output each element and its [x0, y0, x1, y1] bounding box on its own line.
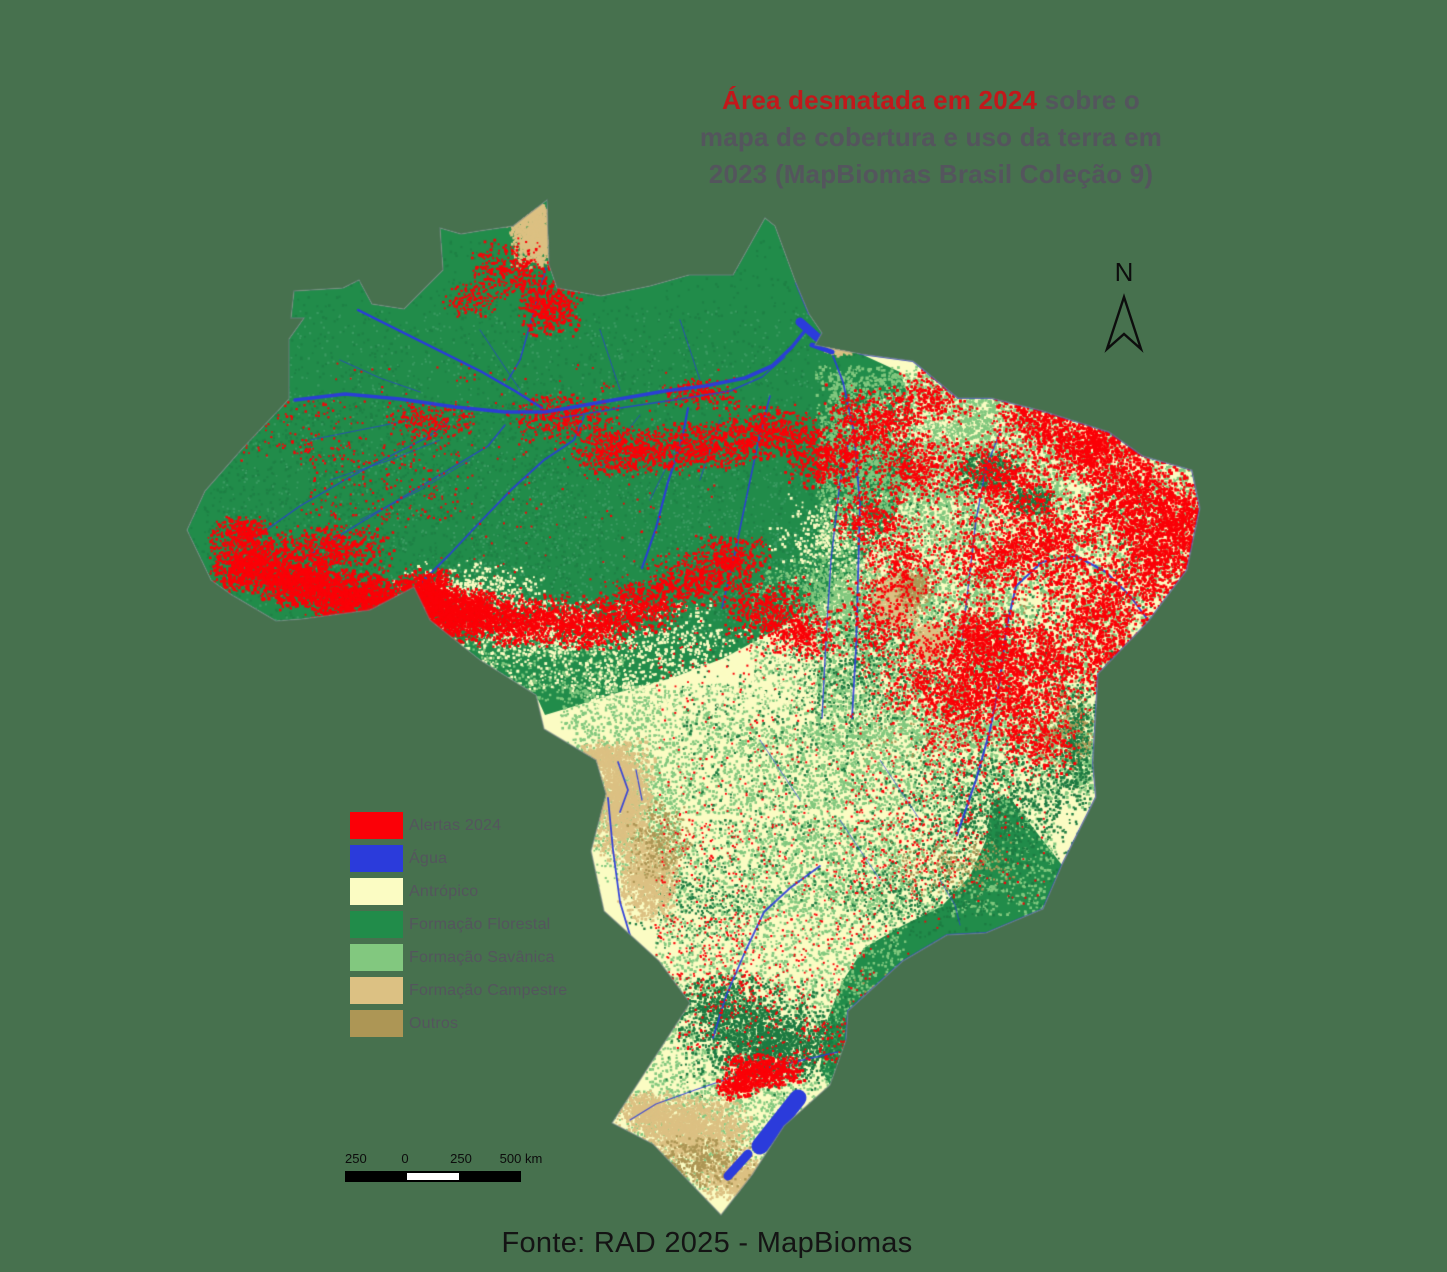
scale-bar-segment — [345, 1171, 405, 1182]
legend-item-alertas: Alertas 2024 — [350, 812, 567, 839]
legend-label: Água — [409, 849, 448, 867]
legend-label: Formação Campestre — [409, 981, 568, 999]
north-arrow: N — [1100, 258, 1148, 354]
legend-label: Formação Savânica — [409, 948, 555, 966]
legend-item-campestre: Formação Campestre — [350, 977, 567, 1004]
title-highlight: Área desmatada em 2024 — [722, 85, 1038, 115]
legend-swatch-campestre — [350, 977, 403, 1004]
legend-label: Alertas 2024 — [409, 816, 502, 834]
legend-item-agua: Água — [350, 845, 567, 872]
legend-label: Antrópico — [409, 882, 479, 900]
legend-item-outros: Outros — [350, 1010, 567, 1037]
title-line-1: Área desmatada em 2024 sobre o — [669, 82, 1193, 119]
legend-swatch-florestal — [350, 911, 403, 938]
scale-bar-labels: 250 0 250 500 km — [345, 1151, 542, 1167]
legend-swatch-outros — [350, 1010, 403, 1037]
legend-swatch-agua — [350, 845, 403, 872]
north-label: N — [1114, 257, 1134, 287]
scale-tick-label: 250 — [345, 1151, 367, 1166]
source-note: Fonte: RAD 2025 - MapBiomas — [501, 1227, 913, 1259]
legend-swatch-antropico — [350, 878, 403, 905]
scale-tick-label: 500 km — [499, 1151, 543, 1166]
legend-label: Outros — [409, 1014, 459, 1032]
legend-item-florestal: Formação Florestal — [350, 911, 567, 938]
scale-tick-label: 0 — [401, 1151, 409, 1166]
scale-bar-segment — [405, 1171, 461, 1182]
title-line-2: mapa de cobertura e uso da terra em — [699, 122, 1163, 152]
scale-bar: 250 0 250 500 km — [345, 1151, 542, 1182]
legend-label: Formação Florestal — [409, 915, 551, 933]
legend-swatch-savanica — [350, 944, 403, 971]
map-legend: Alertas 2024 Água Antrópico Formação Flo… — [350, 812, 567, 1043]
legend-item-antropico: Antrópico — [350, 878, 567, 905]
title-after-highlight: sobre o — [1037, 85, 1140, 115]
map-title: Área desmatada em 2024 sobre o mapa de c… — [669, 82, 1193, 193]
legend-item-savanica: Formação Savânica — [350, 944, 567, 971]
legend-swatch-alertas — [350, 812, 403, 839]
scale-bar-graphic — [345, 1171, 521, 1182]
north-arrow-icon — [1104, 293, 1144, 353]
scale-bar-segment — [461, 1171, 521, 1182]
title-line-3: 2023 (MapBiomas Brasil Coleção 9) — [708, 159, 1154, 189]
scale-tick-label: 250 — [450, 1151, 472, 1166]
